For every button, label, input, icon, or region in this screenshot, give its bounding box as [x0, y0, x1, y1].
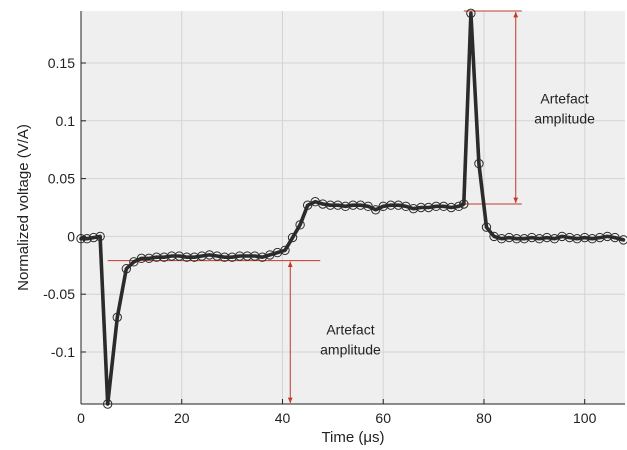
data-point [197, 251, 207, 261]
x-axis-title: Time (μs) [321, 429, 384, 446]
data-point [355, 200, 366, 210]
series-line [79, 11, 626, 406]
data-point [129, 257, 139, 267]
y-tick-label: -0.05 [43, 286, 75, 302]
data-point [318, 199, 328, 209]
data-point [333, 200, 343, 210]
data-point [136, 253, 147, 264]
data-point [95, 231, 105, 242]
plot-area [81, 11, 625, 404]
data-point [280, 245, 290, 255]
data-point [227, 252, 237, 262]
y-axis-title: Normalized voltage (V/A) [15, 124, 32, 291]
y-tick-label: 0.1 [56, 113, 76, 129]
annotation-label: amplitude [534, 110, 595, 126]
data-point [534, 234, 545, 244]
data-point [602, 231, 613, 242]
data-point [378, 201, 388, 212]
data-point [287, 232, 298, 243]
data-point [474, 158, 484, 169]
data-point [408, 203, 419, 214]
annotation-label: amplitude [320, 342, 381, 358]
axes [80, 11, 625, 405]
data-point [431, 201, 441, 212]
y-tick-label: 0.05 [48, 171, 75, 187]
data-point [572, 234, 582, 244]
data-point [82, 234, 92, 244]
y-tick-label: 0.15 [48, 55, 75, 71]
data-point [595, 232, 605, 243]
x-tick-label: 80 [476, 410, 492, 426]
data-point [438, 201, 449, 212]
data-point [212, 251, 222, 261]
data-point [189, 252, 200, 262]
data-point [182, 252, 192, 262]
data-point [557, 231, 567, 242]
annotation-label: Artefact [540, 90, 588, 106]
data-point [340, 201, 351, 212]
data-point [151, 252, 162, 262]
x-tick-label: 20 [174, 410, 190, 426]
data-point [250, 251, 260, 261]
data-point [166, 251, 177, 261]
data-point [234, 251, 245, 261]
data-point [112, 312, 122, 323]
series [76, 8, 627, 409]
data-point [348, 200, 358, 210]
data-point [446, 202, 456, 213]
data-point [386, 200, 396, 210]
data-point [459, 199, 469, 209]
data-point [610, 232, 620, 243]
data-point [454, 201, 464, 212]
data-point [466, 8, 476, 19]
tick-labels: 0 20 40 60 80 100 0.15 0.1 0.05 0 -0.05 -0.1 [43, 55, 597, 426]
data-point [512, 234, 522, 244]
data-point [527, 232, 537, 243]
data-point [618, 235, 627, 245]
data-point [174, 251, 184, 261]
data-point [481, 222, 492, 232]
data-point [393, 200, 404, 210]
data-point [302, 200, 313, 210]
data-point [88, 232, 99, 243]
x-tick-label: 100 [573, 410, 597, 426]
data-point [295, 220, 305, 230]
x-tick-label: 60 [375, 410, 391, 426]
x-tick-label: 0 [77, 410, 85, 426]
data-point [159, 252, 169, 262]
annotation-label: Artefact [326, 322, 374, 338]
data-point [564, 232, 575, 243]
y-tick-label: 0 [67, 228, 75, 244]
data-point [204, 250, 215, 260]
data-point [496, 234, 507, 244]
data-point [542, 232, 552, 243]
data-point [370, 205, 381, 215]
data-point [363, 201, 373, 212]
data-point [580, 232, 590, 243]
data-point [144, 253, 154, 264]
x-tick-label: 40 [275, 410, 291, 426]
data-point [519, 234, 529, 244]
data-point [121, 264, 132, 274]
data-point [423, 202, 434, 213]
data-point [504, 232, 514, 243]
data-point [325, 200, 336, 210]
data-point [416, 202, 426, 213]
data-point [587, 234, 597, 244]
y-tick-label: -0.1 [51, 344, 75, 360]
data-point [242, 251, 252, 261]
data-point [219, 252, 230, 262]
